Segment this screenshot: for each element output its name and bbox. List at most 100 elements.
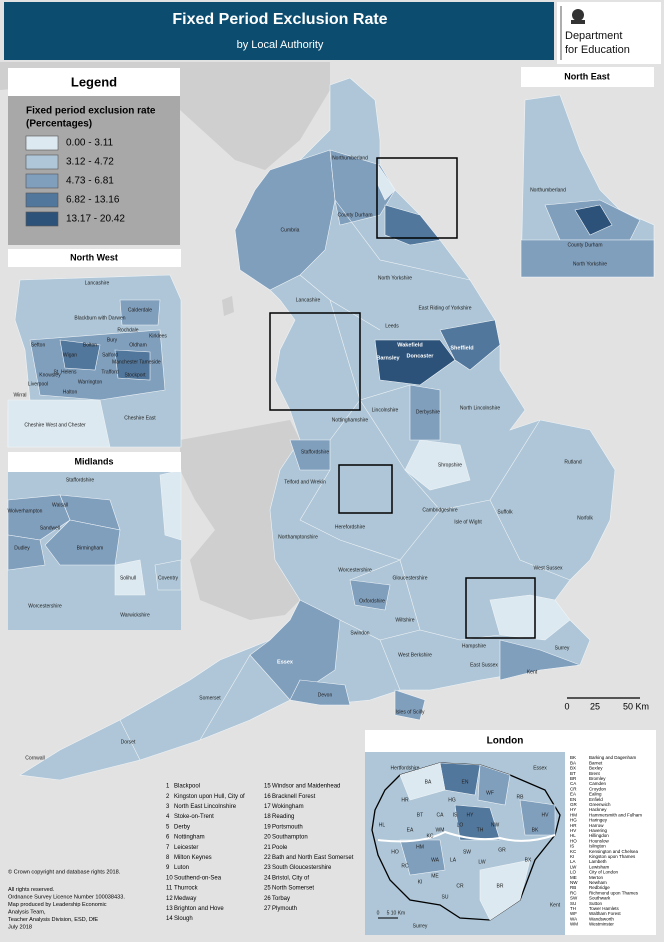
abbr-code: HM	[570, 812, 577, 817]
map-label: Dudley	[14, 545, 30, 551]
map-label: Sandwell	[40, 525, 60, 531]
list-number: 14	[166, 916, 173, 922]
map-label: Barnsley	[376, 355, 400, 361]
map-label: Stockport	[124, 372, 146, 378]
legend-label: 4.73 - 6.81	[66, 176, 114, 187]
map-label: Northumberland	[530, 187, 566, 193]
abbr-code: IS	[570, 844, 574, 849]
map-label: Northumberland	[332, 155, 368, 161]
map-label: RB	[517, 794, 525, 800]
map-label: Northamptonshire	[278, 534, 318, 540]
map-label: Liverpool	[28, 381, 48, 387]
abbr-code: BR	[570, 776, 577, 781]
legend-title: Legend	[71, 74, 117, 89]
north-west-inset: North West Lancashire Blackburn with Darw…	[7, 249, 182, 448]
abbr-name: Hounslow	[589, 838, 610, 843]
list-name: South Gloucestershire	[272, 865, 332, 871]
map-label: Wolverhampton	[8, 508, 43, 514]
north-east-box	[376, 157, 458, 239]
abbr-code: CR	[570, 786, 577, 791]
map-label: HG	[448, 797, 456, 803]
list-number: 8	[166, 855, 170, 861]
map-label: East Sussex	[470, 662, 498, 668]
title: Fixed Period Exclusion Rate	[172, 11, 387, 28]
cumbria	[234, 149, 336, 291]
list-number: 11	[166, 886, 173, 892]
map-label: West Sussex	[533, 565, 563, 571]
inset-title: North West	[70, 252, 118, 262]
abbr-code: WM	[570, 922, 578, 927]
map-label: Manchester	[112, 359, 138, 365]
abbr-code: KC	[570, 849, 577, 854]
list-name: Plymouth	[272, 906, 297, 912]
leicestershire	[404, 439, 471, 491]
map-label: HO	[391, 849, 399, 855]
department-line-1: Department	[565, 30, 622, 42]
subtitle: by Local Authority	[237, 39, 324, 51]
list-name: Brighton and Hove	[174, 906, 224, 912]
legend-swatch	[25, 192, 59, 208]
list-number: 9	[166, 865, 170, 871]
map-label: Somerset	[199, 695, 221, 701]
map-label: Norfolk	[577, 515, 593, 521]
map-label: Shropshire	[438, 462, 462, 468]
legend-label: 3.12 - 4.72	[66, 157, 114, 168]
abbr-code: LO	[570, 870, 577, 875]
list-name: Luton	[174, 865, 189, 871]
map-label: Gloucestershire	[392, 575, 427, 581]
abbr-code: HO	[570, 838, 577, 843]
list-number: 15	[264, 784, 271, 790]
map-label: Sefton	[31, 342, 46, 348]
list-name: Reading	[272, 814, 294, 820]
map-label: Cheshire East	[124, 415, 156, 421]
legend-swatch	[25, 211, 59, 227]
abbr-code: LW	[570, 864, 577, 869]
london-box	[465, 577, 536, 639]
list-name: Leicester	[174, 845, 198, 851]
map-label: Cambridgeshire	[422, 507, 458, 513]
map-label: BK	[532, 827, 539, 833]
list-name: Nottingham	[174, 835, 205, 841]
abbr-name: Wandsworth	[589, 916, 614, 921]
map-label: Warrington	[78, 379, 102, 385]
map-label: Kent	[550, 902, 561, 908]
credit-line: Analysis Team,	[8, 909, 46, 915]
isle-of-wight	[394, 689, 426, 721]
map-label: Oldham	[129, 342, 147, 348]
abbr-code: SW	[570, 896, 578, 901]
credit-line: Map produced by Leadership Economic	[8, 902, 107, 908]
header-bar	[4, 2, 554, 60]
abbr-name: Hackney	[589, 807, 607, 812]
abbr-name: Kensington and Chelsea	[589, 849, 639, 854]
scale-label: 0	[377, 910, 380, 916]
map-label: Oxfordshire	[359, 598, 385, 604]
map-label: ME	[431, 873, 439, 879]
abbr-code: CA	[570, 781, 576, 786]
map-label: Tameside	[139, 359, 161, 365]
north-east-inset: North East Northumberland County Durham No…	[520, 67, 655, 278]
map-label: Kirklees	[149, 333, 167, 339]
legend-label: 6.82 - 13.16	[66, 195, 120, 206]
abbr-name: Kingston upon Thames	[589, 854, 636, 859]
map-label: Salford	[102, 352, 118, 358]
england-map: Northumberland County Durham Cumbria North …	[19, 77, 616, 781]
list-name: Southend-on-Sea	[174, 875, 222, 881]
map-label: Surrey	[555, 645, 570, 651]
map-label: Warwickshire	[120, 612, 150, 618]
dorset	[289, 679, 351, 706]
legend-swatch	[25, 135, 59, 151]
list-number: 2	[166, 794, 170, 800]
map-label: Cornwall	[25, 755, 44, 761]
list-name: Thurrock	[174, 886, 199, 892]
map-label: Knowsley	[39, 372, 61, 378]
map-label: BA	[425, 779, 432, 785]
map-label: EA	[407, 827, 414, 833]
list-name: Slough	[174, 916, 193, 922]
abbr-name: Camden	[589, 781, 607, 786]
abbr-name: Newham	[589, 880, 607, 885]
list-name: Poole	[272, 845, 288, 851]
abbr-code: RB	[570, 885, 576, 890]
list-number: 5	[166, 824, 170, 830]
map-label: North Yorkshire	[573, 261, 607, 267]
list-number: 17	[264, 804, 271, 810]
